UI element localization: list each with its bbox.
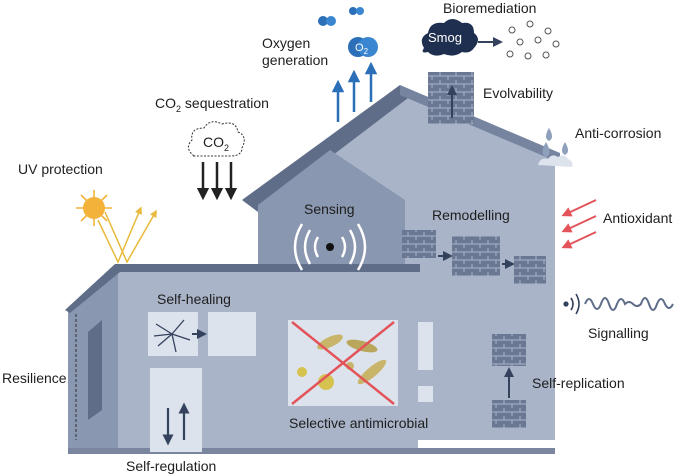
source-brick-block — [492, 400, 526, 428]
sensor-waves — [293, 223, 367, 271]
co2-cloud-label: CO2 — [203, 134, 229, 153]
oxygen-generation-label-line2: generation — [262, 52, 328, 68]
o2-molecule-small-right — [326, 16, 336, 26]
antioxidant-label: Antioxidant — [603, 210, 672, 226]
antioxidant-group: Antioxidant — [561, 199, 672, 249]
brick-block-2 — [452, 236, 500, 276]
remodelling-label: Remodelling — [432, 207, 510, 223]
o2-label: O2 — [355, 42, 369, 56]
signalling-group: Signalling — [563, 293, 674, 341]
resilience-label: Resilience — [2, 370, 67, 386]
side-window — [88, 320, 102, 420]
water-drop-icon-3 — [562, 142, 568, 155]
smog-label: Smog — [428, 30, 462, 45]
co2-sequestration-group: CO2 sequestration CO2 — [155, 95, 269, 201]
water-drop-icon-2 — [542, 142, 550, 157]
door — [150, 368, 202, 452]
remodelling-group: Remodelling — [402, 207, 546, 284]
main-roof — [242, 85, 412, 212]
self-replication-group: Self-replication — [492, 334, 625, 428]
brick-block-1 — [402, 230, 436, 258]
purified-particles — [506, 20, 560, 60]
self-regulation-group: Self-regulation — [126, 402, 216, 474]
o2-molecule-tiny-left — [349, 7, 357, 15]
selective-antimicrobial-label: Selective antimicrobial — [289, 415, 428, 431]
uv-ray-reflect-1 — [104, 209, 157, 264]
sun-icon — [76, 190, 112, 226]
antioxidant-ray-2 — [561, 215, 597, 233]
annex-roof — [65, 264, 420, 313]
anti-corrosion-group: Anti-corrosion — [538, 125, 661, 167]
o2-molecule-tiny-right — [356, 7, 364, 15]
co2-sequestration-label: CO2 sequestration — [155, 95, 269, 114]
selective-antimicrobial-group: Selective antimicrobial — [289, 321, 428, 431]
antioxidant-ray-1 — [561, 199, 597, 217]
resilience-group: Resilience — [2, 314, 77, 440]
evolvability-group: Evolvability — [447, 85, 553, 118]
signalling-label: Signalling — [588, 325, 649, 341]
co2-cloud-icon — [188, 121, 245, 157]
evolvability-label: Evolvability — [483, 85, 553, 101]
smog-cloud-icon — [421, 19, 478, 56]
o2-molecule-large-right — [358, 37, 378, 57]
uv-protection-label: UV protection — [18, 161, 103, 177]
bioremediation-group: Bioremediation Smog — [421, 0, 560, 60]
self-healing-window-repaired — [208, 312, 256, 356]
self-regulation-label: Self-regulation — [126, 458, 216, 474]
uv-protection-group: UV protection — [18, 161, 157, 264]
self-healing-group: Self-healing — [153, 291, 231, 353]
sensing-group: Sensing — [293, 201, 367, 271]
sensing-label: Sensing — [304, 201, 355, 217]
replicated-brick-block — [492, 334, 526, 366]
sensor-icon — [326, 243, 334, 251]
antioxidant-ray-3 — [561, 231, 597, 249]
uv-ray-reflect-2 — [97, 206, 142, 264]
signal-emitter-icon — [563, 293, 580, 315]
anti-corrosion-label: Anti-corrosion — [575, 125, 661, 141]
foam-cloud — [538, 155, 573, 167]
water-drop-icon-1 — [546, 128, 552, 141]
oxygen-generation-group: O2 Oxygen generation — [262, 7, 378, 122]
small-window-square — [418, 386, 433, 402]
oxygen-generation-label-line1: Oxygen — [262, 35, 310, 51]
bioremediation-label: Bioremediation — [443, 0, 536, 16]
self-replication-label: Self-replication — [532, 375, 625, 391]
microbe-icons — [297, 334, 387, 390]
small-window-tall — [418, 322, 433, 370]
o2-molecule-small-left — [318, 16, 328, 26]
foundation — [68, 448, 555, 454]
signal-waveform — [584, 297, 674, 311]
self-healing-label: Self-healing — [157, 291, 231, 307]
crack-icon — [153, 319, 191, 353]
antimicrobial-cross-2 — [291, 321, 395, 405]
brick-block-3 — [514, 256, 546, 284]
